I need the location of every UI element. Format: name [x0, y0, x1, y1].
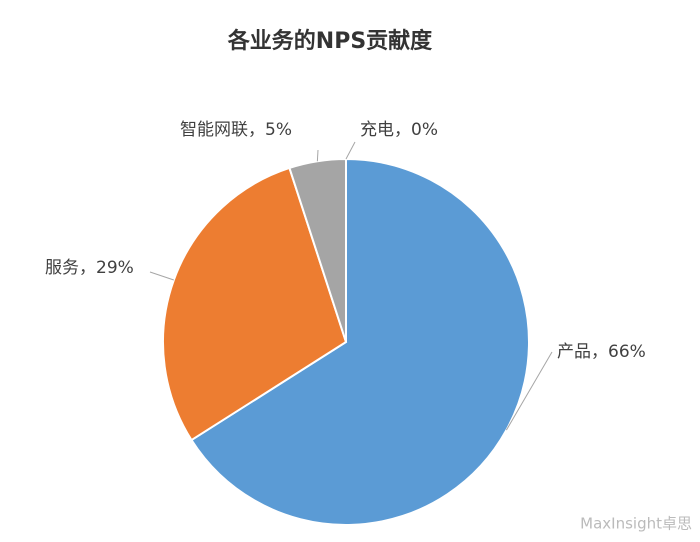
- leader-line: [149, 271, 174, 281]
- chart-title: 各业务的NPS贡献度: [227, 28, 433, 54]
- data-label: 产品，66%: [557, 342, 646, 362]
- pie-slice: [162, 166, 348, 442]
- leader-line: [316, 149, 319, 162]
- data-label: 充电，0%: [360, 120, 438, 140]
- leader-line: [345, 141, 356, 160]
- leader-line: [505, 351, 553, 431]
- data-label: 智能网联，5%: [180, 120, 292, 140]
- data-label: 服务，29%: [45, 258, 134, 278]
- watermark: MaxInsight卓思: [580, 515, 692, 533]
